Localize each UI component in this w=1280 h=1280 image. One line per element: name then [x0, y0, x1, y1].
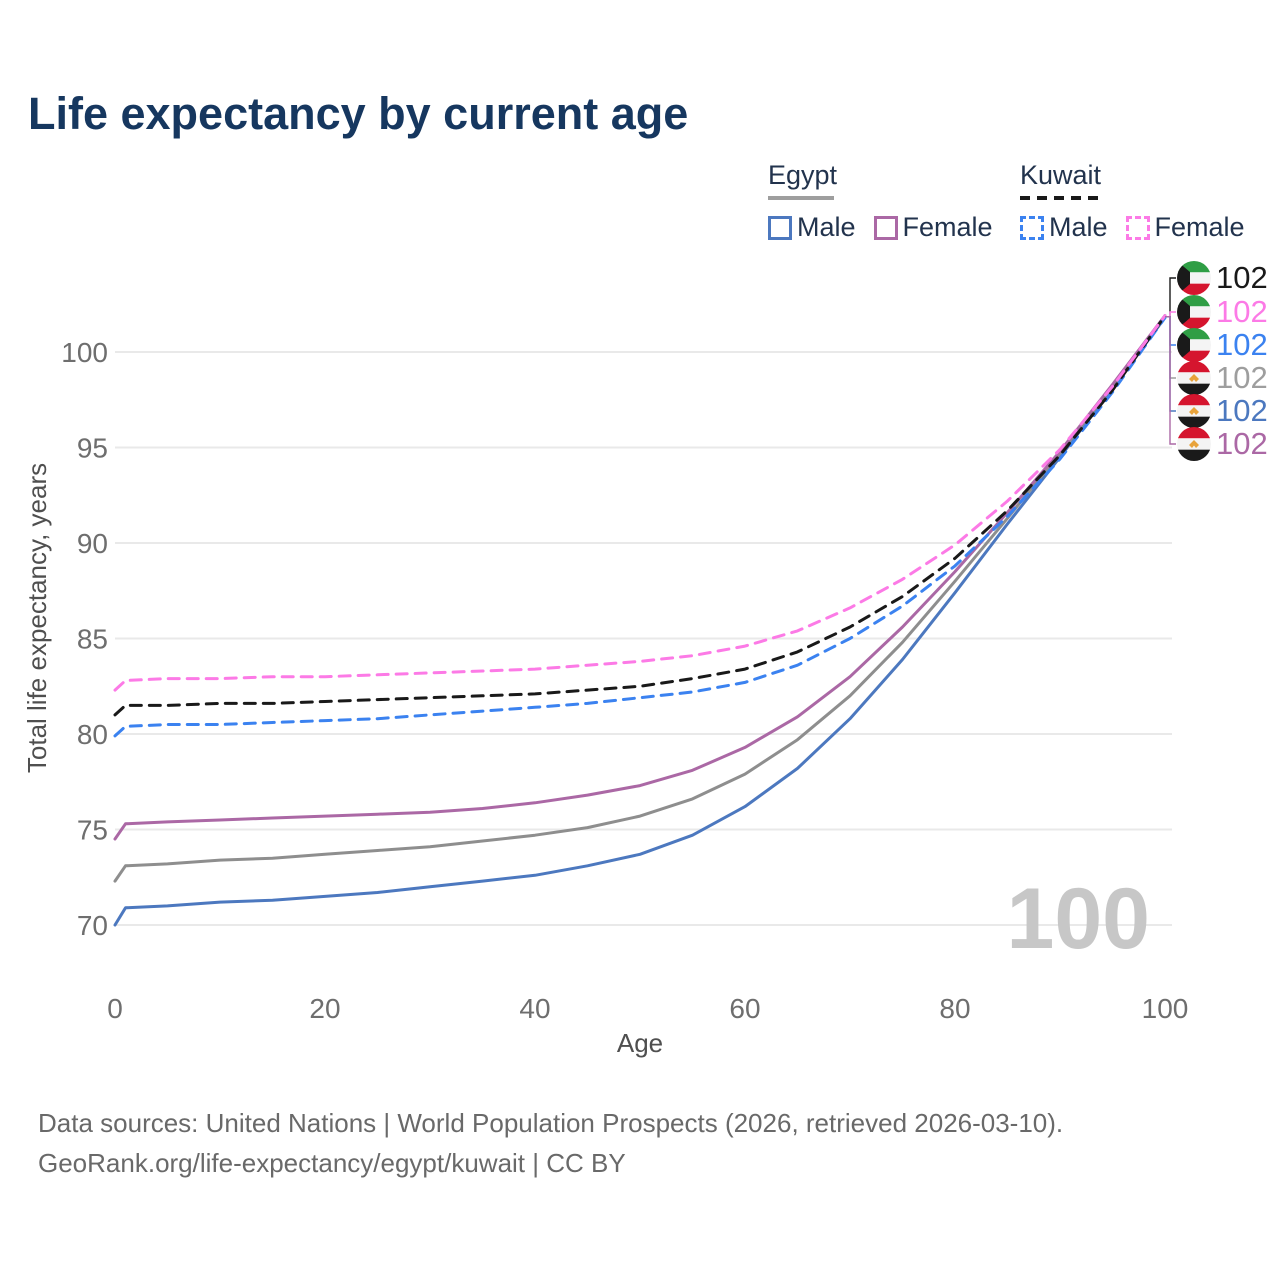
x-tick-0: 0: [107, 993, 123, 1024]
end-label-value-egypt-female: 102: [1216, 426, 1268, 461]
series-line-kuwait-male[interactable]: [113, 316, 1167, 738]
footer-source-line: Data sources: United Nations | World Pop…: [38, 1108, 1064, 1138]
x-tick-40: 40: [519, 993, 550, 1024]
y-tick-85: 85: [77, 624, 108, 655]
legend-egypt-male-label: Male: [797, 212, 856, 242]
series-line-kuwait-total[interactable]: [113, 314, 1167, 717]
y-tick-75: 75: [77, 815, 108, 846]
legend-egypt-female-label: Female: [902, 212, 993, 242]
legend-egypt-underline: [768, 196, 834, 200]
kuwait-male-swatch-icon: [1020, 215, 1044, 240]
y-tick-100: 100: [61, 337, 108, 368]
end-label-value-egypt-total: 102: [1216, 360, 1268, 395]
legend-kuwait-female-label: Female: [1154, 212, 1245, 242]
end-label-value-kuwait-total: 102: [1216, 260, 1268, 295]
kuwait-flag-icon: [1177, 261, 1211, 295]
x-axis-title: Age: [617, 1028, 663, 1058]
y-tick-90: 90: [77, 528, 108, 559]
egypt-flag-icon: [1177, 361, 1211, 395]
legend-group-kuwait: Kuwait Male Female: [1020, 160, 1245, 243]
end-label-value-kuwait-male: 102: [1216, 327, 1268, 362]
footer-url-line: GeoRank.org/life-expectancy/egypt/kuwait…: [38, 1148, 626, 1178]
end-label-value-kuwait-female: 102: [1216, 294, 1268, 329]
y-tick-95: 95: [77, 433, 108, 464]
legend-kuwait-male-label: Male: [1049, 212, 1108, 242]
egypt-flag-icon: [1177, 394, 1211, 428]
end-label-connector-kuwait-total: [1165, 277, 1176, 318]
x-tick-80: 80: [939, 993, 970, 1024]
legend-item-egypt-female[interactable]: Female: [873, 212, 993, 243]
y-axis-title: Total life expectancy, years: [22, 463, 52, 773]
series-line-egypt-female[interactable]: [113, 314, 1167, 841]
legend-egypt-label[interactable]: Egypt: [768, 160, 838, 190]
x-tick-100: 100: [1142, 993, 1189, 1024]
kuwait-flag-icon: [1177, 328, 1211, 362]
x-tick-20: 20: [309, 993, 340, 1024]
egypt-female-swatch-icon: [873, 215, 898, 240]
kuwait-flag-icon: [1177, 295, 1211, 329]
legend-item-kuwait-female[interactable]: Female: [1125, 212, 1245, 243]
series-line-egypt-total[interactable]: [113, 314, 1167, 883]
y-tick-80: 80: [77, 719, 108, 750]
legend-kuwait-underline: [1020, 196, 1102, 200]
legend-group-egypt: Egypt Male Female: [768, 160, 993, 243]
page-title: Life expectancy by current age: [28, 88, 689, 139]
kuwait-female-swatch-icon: [1125, 215, 1150, 240]
egypt-male-swatch-icon: [768, 215, 792, 240]
end-label-value-egypt-male: 102: [1216, 393, 1268, 428]
age-watermark: 100: [1007, 871, 1151, 967]
series-line-egypt-male[interactable]: [113, 316, 1167, 927]
legend-item-egypt-male[interactable]: Male: [768, 212, 856, 243]
series-line-kuwait-female[interactable]: [113, 314, 1167, 692]
end-label-connector-egypt-female: [1165, 315, 1176, 445]
legend-kuwait-label[interactable]: Kuwait: [1020, 160, 1102, 190]
y-tick-70: 70: [77, 910, 108, 941]
egypt-flag-icon: [1177, 427, 1211, 461]
x-tick-60: 60: [729, 993, 760, 1024]
legend-item-kuwait-male[interactable]: Male: [1020, 212, 1108, 243]
